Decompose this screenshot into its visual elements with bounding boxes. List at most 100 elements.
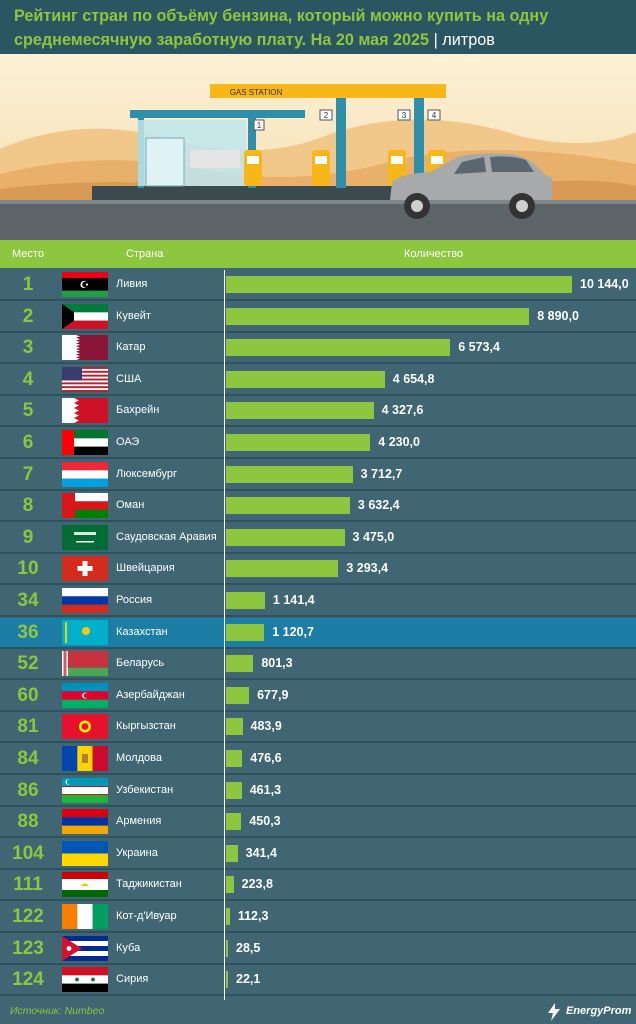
country-label: Азербайджан — [116, 688, 185, 701]
table-row: 6 ОАЭ 4 230,0 — [0, 428, 636, 459]
country-label: Сирия — [116, 973, 149, 986]
rank-label: 123 — [12, 937, 44, 959]
bar — [226, 939, 228, 957]
title-text: Рейтинг стран по объёму бензина, который… — [14, 7, 549, 49]
kyrgyzstan-flag-icon — [62, 714, 108, 740]
table-row: 81 Кыргызстан 483,9 — [0, 712, 636, 744]
country-label: Люксембург — [116, 467, 178, 480]
bar — [226, 971, 228, 989]
table-row: 111 Таджикистан 223,8 — [0, 870, 636, 902]
value-label: 28,5 — [236, 940, 261, 955]
rank-label: 60 — [17, 684, 39, 706]
table-row: 122 Кот-д'Ивуар 112,3 — [0, 902, 636, 933]
value-label: 223,8 — [241, 877, 273, 892]
country-label: Казахстан — [116, 625, 168, 638]
value-label: 476,6 — [250, 751, 282, 765]
table-row: 104 Украина 341,4 — [0, 838, 636, 870]
rank-label: 84 — [17, 748, 39, 769]
qatar-flag-icon — [62, 335, 108, 361]
pump-number-2: 2 — [324, 111, 329, 120]
table-row: 2 Кувейт 8 890,0 — [0, 301, 636, 333]
rank-label: 5 — [22, 400, 34, 422]
rank-label: 124 — [12, 969, 44, 991]
country-column-header: Страна — [126, 248, 164, 260]
country-label: Куба — [116, 941, 141, 954]
table-row: 1 Ливия 10 144,0 — [0, 270, 636, 301]
syria-flag-icon — [62, 967, 108, 993]
rank-label: 88 — [17, 811, 39, 833]
rank-label: 9 — [22, 526, 34, 548]
bar — [226, 528, 345, 546]
value-label: 3 712,7 — [360, 466, 403, 481]
bar — [226, 750, 243, 767]
bar — [226, 434, 371, 451]
table-header: Место Страна Количество — [0, 240, 636, 268]
table-row: 123 Куба 28,5 — [0, 933, 636, 965]
value-label: 483,9 — [250, 719, 282, 734]
table-row: 60 Азербайджан 677,9 — [0, 680, 636, 712]
bar — [226, 592, 265, 609]
table-row: 86 Узбекистан 461,3 — [0, 775, 636, 807]
source-note: Источник: Numbeo — [10, 1005, 105, 1017]
value-label: 8 890,0 — [537, 308, 579, 323]
country-label: Оман — [116, 499, 145, 512]
table-row: 7 Люксембург 3 712,7 — [0, 459, 636, 491]
table-row: 9 Саудовская Аравия 3 475,0 — [0, 522, 636, 554]
table-row: 5 Бахрейн 4 327,6 — [0, 396, 636, 428]
armenia-flag-icon — [62, 809, 108, 835]
bar — [226, 655, 254, 673]
value-label: 341,4 — [245, 845, 277, 860]
rank-label: 104 — [12, 842, 44, 864]
value-label: 112,3 — [237, 909, 269, 923]
value-label: 22,1 — [236, 972, 261, 987]
table-row: 10 Швейцария 3 293,4 — [0, 554, 636, 586]
luxembourg-flag-icon — [62, 461, 108, 487]
value-label: 450,3 — [249, 814, 281, 829]
rank-label: 111 — [13, 874, 43, 896]
uae-flag-icon — [62, 430, 108, 455]
kuwait-flag-icon — [62, 303, 108, 329]
uzbekistan-flag-icon — [62, 777, 108, 803]
bar — [226, 908, 230, 925]
rank-label: 8 — [22, 495, 34, 517]
country-label: Украина — [116, 846, 158, 859]
country-label: Бахрейн — [116, 404, 160, 417]
value-label: 461,3 — [249, 782, 282, 797]
country-label: Кот-д'Ивуар — [116, 910, 177, 922]
bar — [226, 844, 238, 862]
value-label: 10 144,0 — [580, 277, 629, 291]
table-row: 3 Катар 6 573,4 — [0, 333, 636, 365]
rank-label: 36 — [17, 621, 39, 643]
brand-name: EnergyProm — [566, 1005, 632, 1017]
bar — [226, 686, 250, 704]
country-label: Россия — [116, 594, 153, 606]
value-label: 1 141,4 — [272, 593, 315, 607]
country-label: ОАЭ — [116, 436, 140, 448]
cuba-flag-icon — [62, 935, 108, 961]
rank-label: 3 — [22, 337, 34, 359]
value-label: 3 293,4 — [346, 561, 389, 576]
bar-baseline — [224, 270, 225, 1000]
russia-flag-icon — [62, 588, 108, 613]
rank-label: 6 — [22, 432, 34, 453]
footer — [0, 1000, 636, 1024]
tajikistan-flag-icon — [62, 872, 108, 898]
rank-label: 2 — [22, 305, 34, 327]
value-label: 3 475,0 — [352, 529, 395, 544]
rank-label: 4 — [22, 368, 34, 390]
bar — [226, 876, 234, 894]
oman-flag-icon — [62, 493, 108, 519]
value-label: 1 120,7 — [272, 624, 314, 639]
energyprom-logo-icon — [548, 1003, 560, 1021]
bar — [226, 370, 385, 388]
bar — [226, 560, 339, 578]
bar — [226, 718, 243, 736]
value-label: 4 327,6 — [381, 403, 424, 418]
country-label: Беларусь — [116, 657, 165, 670]
chart-title: Рейтинг стран по объёму бензина, который… — [14, 4, 624, 52]
rank-label: 10 — [17, 558, 39, 580]
table-row: 124 Сирия 22,1 — [0, 965, 636, 997]
saudi-arabia-flag-icon — [62, 524, 108, 550]
title-separator: | — [433, 31, 438, 49]
value-label: 3 632,4 — [357, 498, 400, 513]
